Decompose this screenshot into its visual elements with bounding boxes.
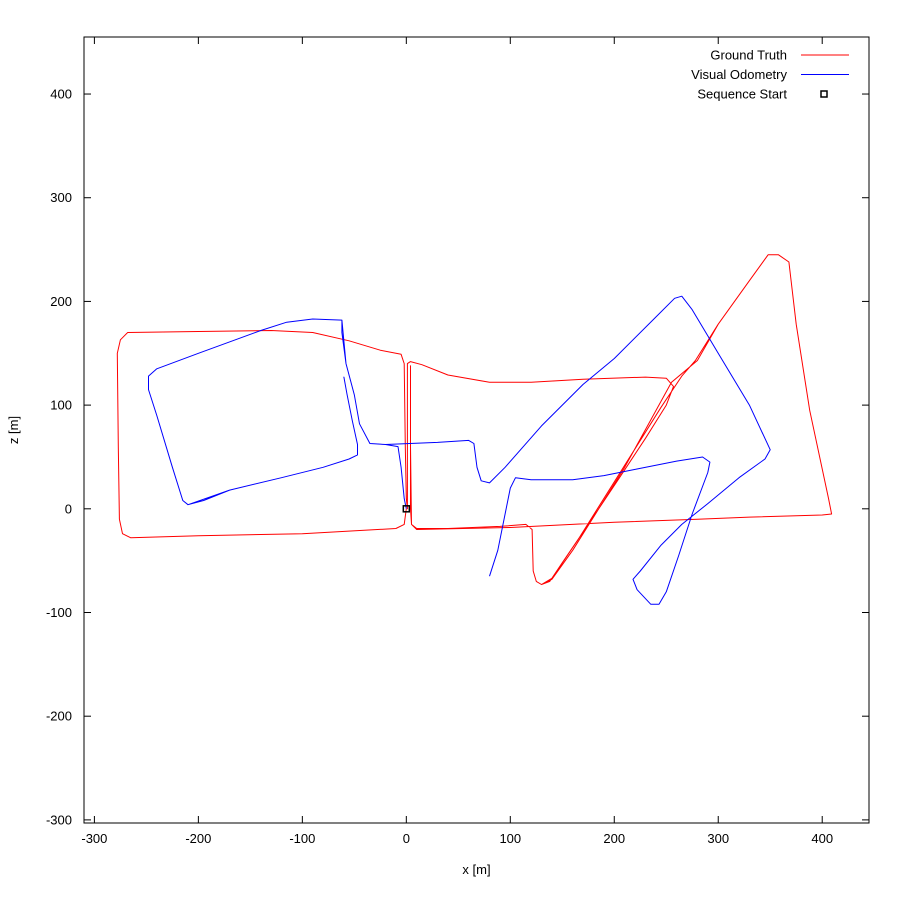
ticks-layer: -300 -200 -100 0 100 200 300 400 -300 -200 -100 0 10… <box>46 37 869 846</box>
legend-swatch-sequence-start <box>820 90 828 98</box>
y-tick-label: 200 <box>50 294 72 309</box>
legend-label-visual-odometry: Visual Odometry <box>691 67 787 82</box>
y-tick-label: 300 <box>50 190 72 205</box>
x-tick-label: 300 <box>707 831 729 846</box>
x-tick-label: -200 <box>185 831 211 846</box>
y-tick-label: 0 <box>65 501 72 516</box>
x-tick-label: -100 <box>289 831 315 846</box>
y-tick-label: 400 <box>50 87 72 102</box>
legend: Ground Truth Visual Odometry Sequence Star… <box>691 48 849 102</box>
x-axis-label: x [m] <box>462 862 490 877</box>
sequence-start-marker <box>402 505 411 513</box>
x-tick-label: 100 <box>499 831 521 846</box>
x-tick-label: 200 <box>603 831 625 846</box>
x-tick-label: 400 <box>811 831 833 846</box>
series-layer <box>116 254 833 605</box>
y-tick-label: -300 <box>46 812 72 827</box>
plot-frame <box>83 36 870 824</box>
x-tick-label: -300 <box>81 831 107 846</box>
x-tick-label: 0 <box>403 831 410 846</box>
y-axis-label: z [m] <box>6 416 21 444</box>
visual-odometry-line <box>148 295 771 605</box>
y-tick-label: -100 <box>46 605 72 620</box>
y-tick-label: -200 <box>46 709 72 724</box>
ground-truth-line <box>116 254 833 585</box>
y-tick-label: 100 <box>50 398 72 413</box>
legend-label-ground-truth: Ground Truth <box>710 48 787 63</box>
legend-label-sequence-start: Sequence Start <box>697 87 787 102</box>
